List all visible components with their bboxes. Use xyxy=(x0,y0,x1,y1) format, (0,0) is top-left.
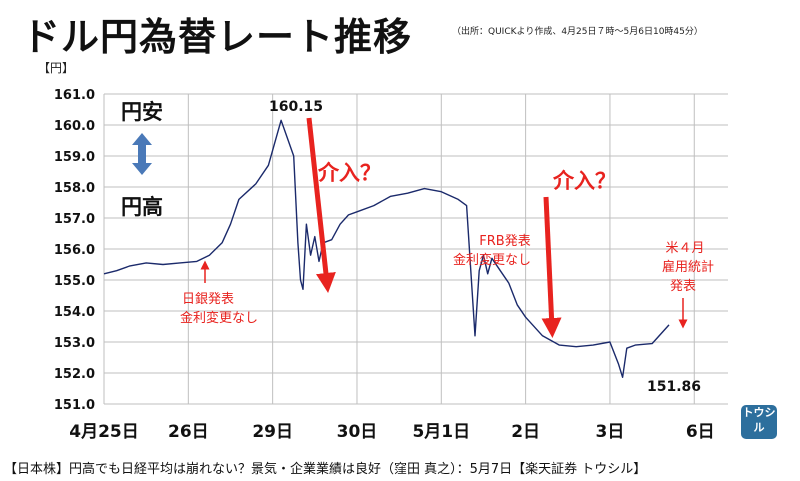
x-tick-label: 6日 xyxy=(686,422,715,442)
y-tick-label: 155.0 xyxy=(54,274,95,289)
y-axis-label: 【円】 xyxy=(38,61,74,75)
intervention-arrow-2 xyxy=(541,196,562,338)
grid-lines xyxy=(103,93,728,405)
x-tick-label: 26日 xyxy=(168,422,209,442)
x-tick-label: 2日 xyxy=(511,422,540,442)
yen-strong-label: 円高 xyxy=(121,195,163,219)
x-tick-label: 4月25日 xyxy=(69,422,139,442)
x-tick-label: 30日 xyxy=(337,422,378,442)
boj-label-line1: 日銀発表 xyxy=(182,292,234,307)
x-tick-label: 3日 xyxy=(596,422,625,442)
intervention-label-2: 介入？ xyxy=(552,169,616,193)
frb-label-line2: 金利変更なし xyxy=(453,252,531,268)
y-tick-label: 152.0 xyxy=(54,367,95,382)
y-tick-label: 158.0 xyxy=(54,181,95,196)
y-tick-label: 153.0 xyxy=(54,336,95,351)
source-note: （出所：QUICKより作成、4月25日７時～5月6日10時45分） xyxy=(452,27,703,37)
frb-label-line1: FRB発表 xyxy=(479,234,530,249)
intervention-arrow-1 xyxy=(306,117,336,293)
footer-caption: 【日本株】円高でも日経平均は崩れない？景気・企業業績は良好（窪田 真之）：5月7… xyxy=(4,462,647,477)
y-tick-label: 157.0 xyxy=(54,212,95,227)
x-tick-label: 29日 xyxy=(252,422,293,442)
intervention-label-1: 介入？ xyxy=(317,161,381,185)
us-jobs-label-line2: 雇用統計 xyxy=(662,259,714,275)
series-line xyxy=(103,119,670,378)
us-jobs-label-line1: 米４月 xyxy=(665,241,704,256)
y-tick-label: 161.0 xyxy=(54,88,95,103)
boj-label-line2: 金利変更なし xyxy=(180,310,258,326)
x-tick-label: 5月1日 xyxy=(412,422,470,442)
low-label: 151.86 xyxy=(647,379,701,395)
y-tick-label: 156.0 xyxy=(54,243,95,258)
up-down-arrow-icon xyxy=(132,133,152,175)
y-tick-labels: 151.0 152.0 153.0 154.0 155.0 156.0 157.0 158.0… xyxy=(54,88,95,413)
yen-weak-label: 円安 xyxy=(121,100,163,124)
y-tick-label: 154.0 xyxy=(54,305,95,320)
us-jobs-label-line3: 発表 xyxy=(670,279,696,294)
y-tick-label: 151.0 xyxy=(54,398,95,413)
page-title: ドル円為替レート推移 xyxy=(22,15,413,59)
y-tick-label: 160.0 xyxy=(54,119,95,134)
y-tick-label: 159.0 xyxy=(54,150,95,165)
peak-label: 160.15 xyxy=(269,99,323,115)
tousiru-logo: トウシル xyxy=(741,405,777,439)
x-tick-labels: 4月25日 26日 29日 30日 5月1日 2日 3日 6日 xyxy=(69,422,714,442)
